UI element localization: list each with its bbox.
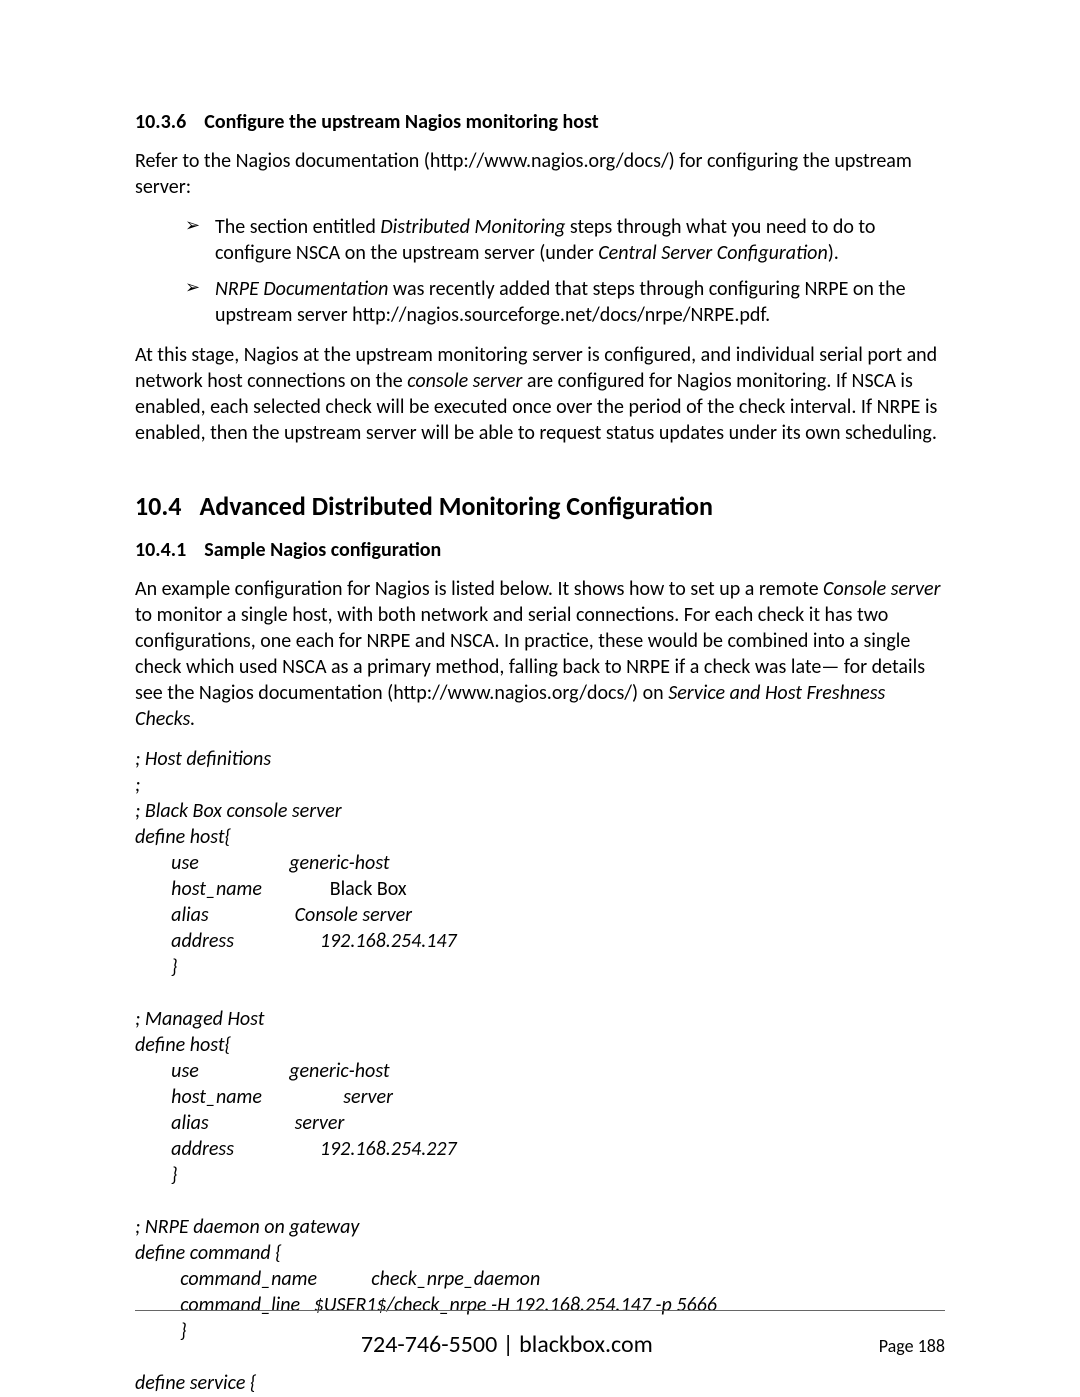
bullet-item: ➢ NRPE Documentation was recently added … bbox=[185, 276, 945, 328]
config-code-block: ; Host definitions ; ; Black Box console… bbox=[135, 746, 945, 1396]
bullet-text: The section entitled Distributed Monitor… bbox=[215, 214, 945, 266]
paragraph-stage: At this stage, Nagios at the upstream mo… bbox=[135, 342, 945, 446]
heading-number: 10.3.6 bbox=[135, 110, 186, 134]
bullet-text: NRPE Documentation was recently added th… bbox=[215, 276, 945, 328]
heading-text: Sample Nagios configuration bbox=[204, 538, 441, 562]
heading-text: Advanced Distributed Monitoring Configur… bbox=[199, 490, 712, 522]
paragraph-refer: Refer to the Nagios documentation (http:… bbox=[135, 148, 945, 200]
heading-10-4: 10.4 Advanced Distributed Monitoring Conf… bbox=[135, 490, 945, 522]
page-content: 10.3.6 Configure the upstream Nagios moni… bbox=[0, 0, 1080, 1396]
heading-10-4-1: 10.4.1 Sample Nagios configuration bbox=[135, 538, 945, 562]
heading-number: 10.4 bbox=[135, 490, 181, 522]
heading-10-3-6: 10.3.6 Configure the upstream Nagios moni… bbox=[135, 110, 945, 134]
bullet-item: ➢ The section entitled Distributed Monit… bbox=[185, 214, 945, 266]
page-footer: 724-746-5500 | blackbox.com Page 188 bbox=[135, 1330, 945, 1359]
bullet-marker-icon: ➢ bbox=[185, 276, 215, 328]
footer-divider bbox=[135, 1310, 945, 1311]
paragraph-example: An example configuration for Nagios is l… bbox=[135, 576, 945, 732]
bullet-list: ➢ The section entitled Distributed Monit… bbox=[185, 214, 945, 328]
heading-text: Configure the upstream Nagios monitoring… bbox=[204, 110, 598, 134]
footer-page-number: Page 188 bbox=[879, 1335, 945, 1357]
bullet-marker-icon: ➢ bbox=[185, 214, 215, 266]
footer-contact: 724-746-5500 | blackbox.com bbox=[135, 1330, 879, 1359]
heading-number: 10.4.1 bbox=[135, 538, 186, 562]
